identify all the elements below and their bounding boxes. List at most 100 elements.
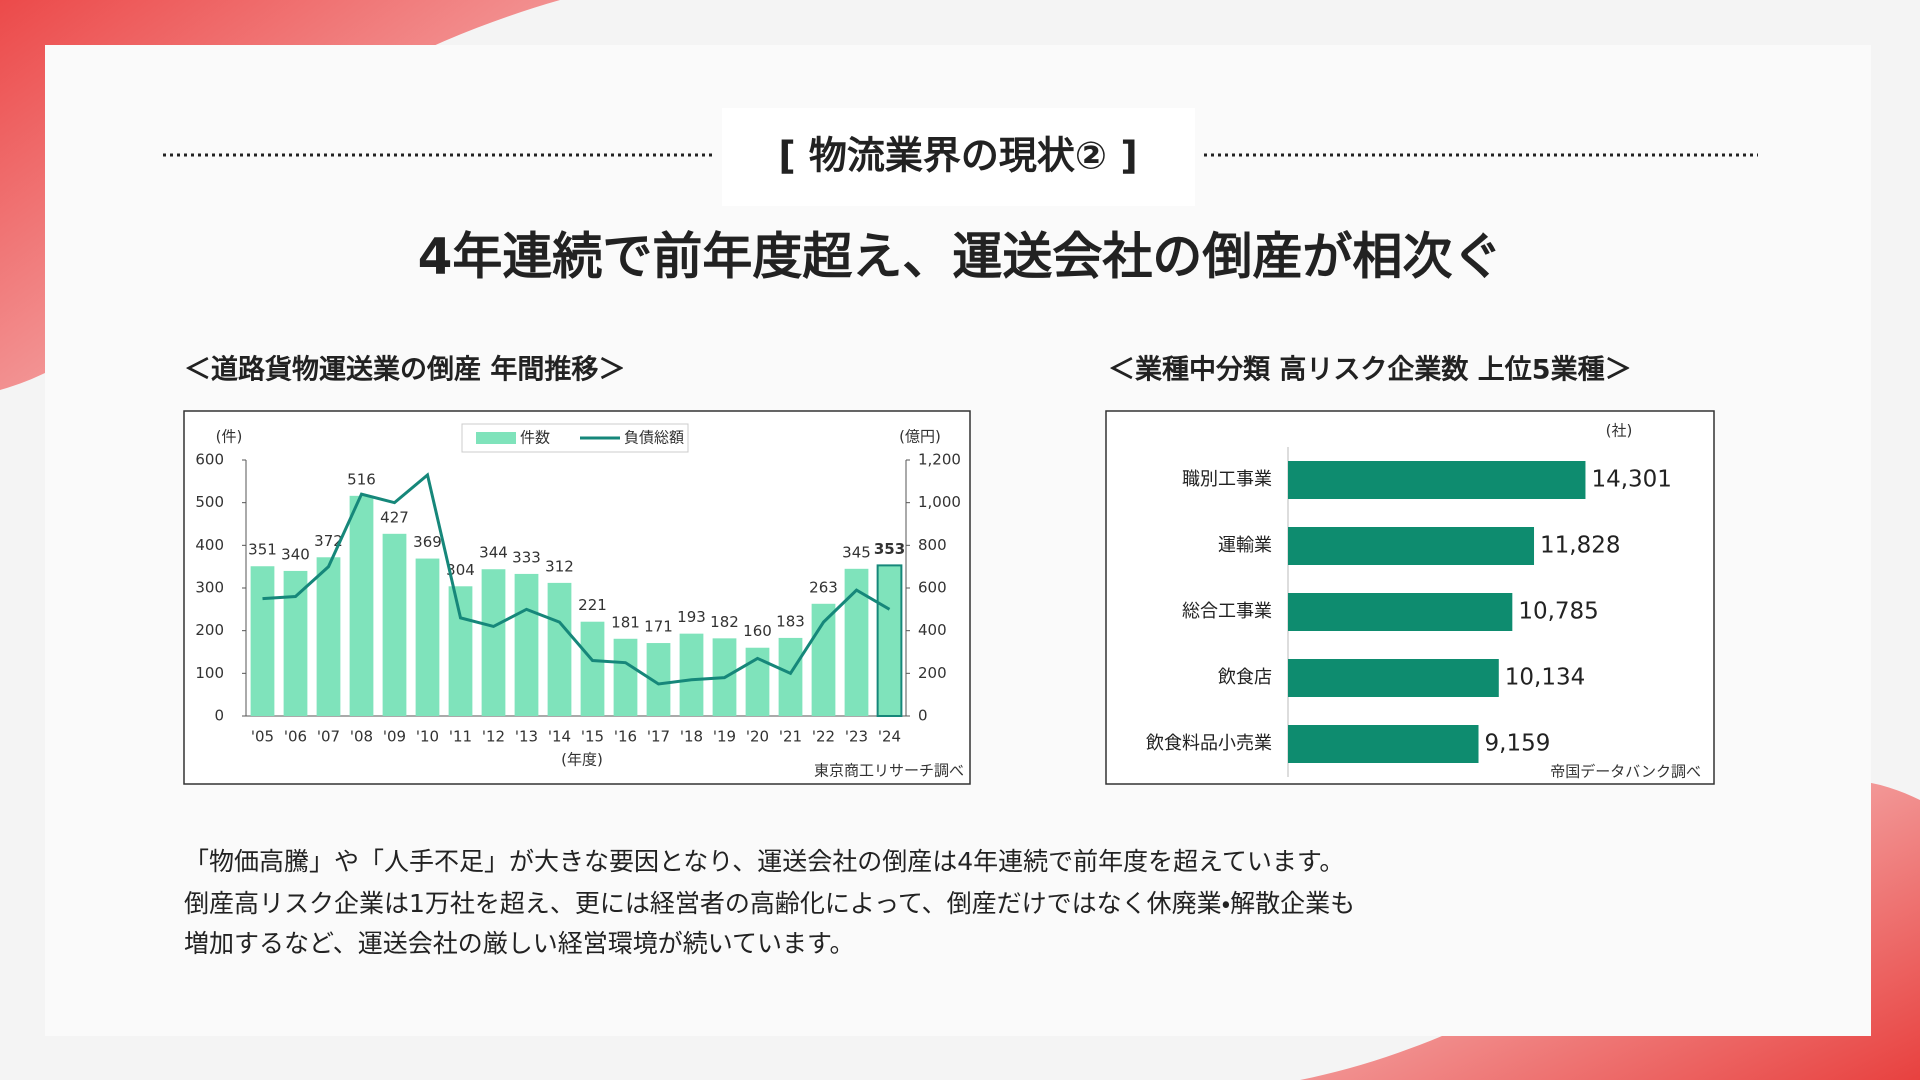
x-tick-label: '20	[746, 728, 769, 746]
x-tick-label: '22	[812, 728, 835, 746]
category-label: 飲食料品小売業	[1146, 733, 1272, 754]
value-label: 193	[677, 608, 706, 626]
value-label: 304	[446, 561, 475, 579]
category-label: 職別工事業	[1182, 469, 1272, 490]
charts: ＜道路貨物運送業の倒産 年間推移＞ 0 100 200 300 400 500 600 0 200…	[183, 354, 1715, 785]
bar	[876, 564, 903, 717]
x-tick-label: '19	[713, 728, 736, 746]
value-label: 10,134	[1505, 665, 1585, 691]
bar	[745, 647, 770, 716]
x-tick-label: '08	[350, 728, 373, 746]
x-tick-label: '09	[383, 728, 406, 746]
label-box	[722, 108, 1195, 206]
bar	[844, 568, 869, 716]
body-line: 増加するなど、運送会社の厳しい経営環境が続いています。	[184, 929, 855, 958]
value-label: 344	[479, 544, 508, 562]
chart-title: ＜道路貨物運送業の倒産 年間推移＞	[184, 354, 625, 386]
x-tick-label: '13	[515, 728, 538, 746]
bar	[283, 570, 308, 716]
value-label: 263	[809, 578, 838, 596]
y-tick-label: 0	[214, 707, 224, 725]
y2-axis-label: (億円)	[899, 428, 941, 446]
bar	[382, 533, 407, 716]
value-label: 340	[281, 545, 310, 563]
bar	[778, 637, 803, 716]
y2-tick-label: 800	[918, 536, 947, 554]
bar	[316, 557, 341, 716]
body-line: 「物価高騰」や「人手不足」が大きな要因となり、運送会社の倒産は4年連続で前年度を…	[184, 847, 1344, 876]
y2-tick-label: 1,200	[918, 451, 961, 469]
value-label: 369	[413, 533, 442, 551]
value-label: 183	[776, 612, 805, 630]
y2-tick-label: 400	[918, 621, 947, 639]
x-tick-label: '14	[548, 728, 571, 746]
y2-tick-label: 200	[918, 664, 947, 682]
category-label: 運輸業	[1218, 535, 1272, 556]
x-tick-label: '06	[284, 728, 307, 746]
category-label: 飲食店	[1218, 667, 1272, 688]
x-tick-label: '11	[449, 728, 472, 746]
value-label: 181	[611, 613, 640, 631]
x-tick-label: '05	[251, 728, 274, 746]
value-label: 353	[874, 540, 905, 558]
x-tick-label: '21	[779, 728, 802, 746]
unit-label: (社)	[1606, 422, 1633, 440]
bar	[415, 558, 440, 716]
y2-tick-label: 600	[918, 579, 947, 597]
x-tick-label: '18	[680, 728, 703, 746]
x-tick-label: '16	[614, 728, 637, 746]
bar	[481, 569, 506, 716]
y-tick-label: 200	[195, 621, 224, 639]
x-tick-label: '15	[581, 728, 604, 746]
chart-frame	[183, 410, 971, 785]
x-tick-label: '07	[317, 728, 340, 746]
value-label: 427	[380, 508, 409, 526]
value-label: 221	[578, 596, 607, 614]
bar	[349, 495, 374, 716]
value-label: 333	[512, 548, 541, 566]
source: 東京商工リサーチ調べ	[814, 762, 964, 780]
category-label: 総合工事業	[1182, 601, 1272, 622]
value-label: 351	[248, 541, 277, 559]
value-label: 182	[710, 613, 739, 631]
body-line: 倒産高リスク企業は1万社を超え、更には経営者の高齢化によって、倒産だけではなく休…	[184, 889, 1355, 918]
bar	[646, 643, 671, 716]
legend-swatch	[476, 432, 516, 444]
bar	[1288, 725, 1479, 763]
y-tick-label: 500	[195, 493, 224, 511]
value-label: 14,301	[1591, 467, 1671, 493]
value-label: 10,785	[1518, 599, 1598, 625]
section-label: [ 物流業界の現状② ]	[778, 134, 1137, 178]
value-label: 372	[314, 532, 343, 550]
y-tick-label: 600	[195, 451, 224, 469]
bar	[580, 621, 605, 716]
legend-label: 件数	[520, 429, 550, 447]
bar	[547, 582, 572, 716]
x-tick-label: '17	[647, 728, 670, 746]
x-axis-label: (年度)	[561, 751, 603, 769]
value-label: 9,159	[1485, 731, 1551, 757]
y-axis-label: (件)	[216, 428, 243, 446]
bar	[1288, 593, 1513, 631]
bar	[1288, 659, 1499, 697]
x-tick-label: '23	[845, 728, 868, 746]
bar	[613, 638, 638, 716]
y-tick-label: 300	[195, 579, 224, 597]
value-label: 160	[743, 622, 772, 640]
y2-tick-label: 0	[918, 707, 928, 725]
value-label: 312	[545, 557, 574, 575]
chart-title: ＜業種中分類 高リスク企業数 上位5業種＞	[1108, 355, 1632, 386]
value-label: 345	[842, 543, 871, 561]
value-label: 516	[347, 470, 376, 488]
line-series	[262, 472, 891, 686]
y2-tick-label: 1,000	[918, 493, 961, 511]
x-tick-label: '10	[416, 728, 439, 746]
bar	[250, 566, 275, 716]
value-label: 11,828	[1540, 533, 1620, 559]
y-tick-label: 400	[195, 536, 224, 554]
source: 帝国データバンク調べ	[1550, 763, 1701, 781]
bar	[1288, 527, 1535, 565]
value-label: 171	[644, 618, 673, 636]
